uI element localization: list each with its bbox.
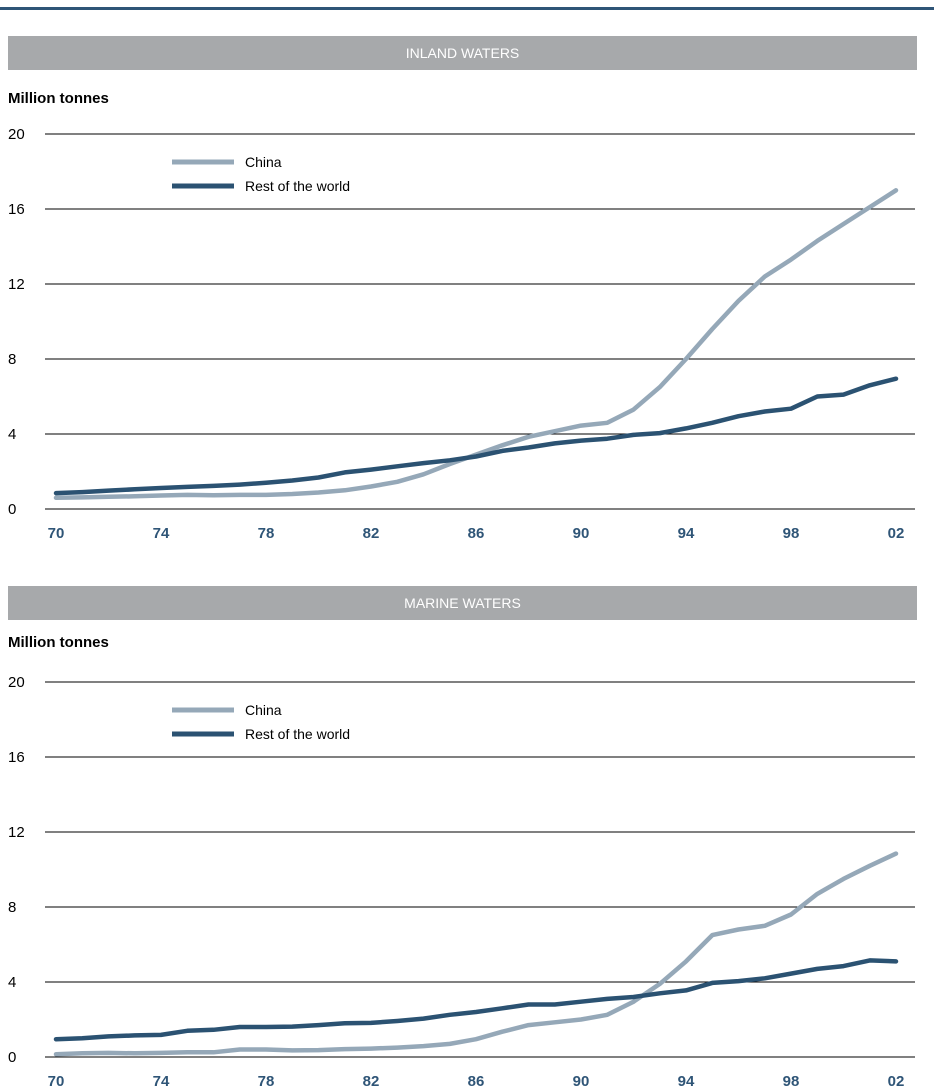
chart-title: MARINE WATERS — [404, 595, 521, 611]
legend-label: China — [245, 702, 282, 718]
marine-waters-chart: 0 4 8 12 16 20 70 74 78 82 86 90 94 98 02 China Rest of … — [8, 674, 915, 1090]
y-tick-label: 16 — [8, 201, 25, 218]
legend-label: China — [245, 154, 282, 170]
x-tick-label: 70 — [48, 1073, 65, 1090]
y-tick-label: 0 — [8, 501, 16, 518]
y-tick-label: 20 — [8, 674, 25, 691]
x-tick-label: 70 — [48, 525, 65, 542]
x-tick-label: 02 — [888, 1073, 905, 1090]
series-line-rest-of-the-world — [53, 376, 899, 496]
x-tick-label: 82 — [363, 1073, 380, 1090]
x-tick-label: 82 — [363, 525, 380, 542]
x-tick-label: 90 — [573, 525, 590, 542]
marine-waters-title-band: MARINE WATERS — [8, 586, 917, 620]
y-tick-label: 12 — [8, 276, 25, 293]
x-tick-label: 02 — [888, 525, 905, 542]
x-tick-label: 86 — [468, 525, 485, 542]
x-tick-label: 86 — [468, 1073, 485, 1090]
y-tick-label: 0 — [8, 1049, 16, 1066]
x-tick-label: 94 — [678, 525, 695, 542]
series-line-china — [53, 851, 899, 1057]
legend-label: Rest of the world — [245, 726, 350, 742]
x-tick-label: 74 — [153, 1073, 170, 1090]
x-tick-label: 90 — [573, 1073, 590, 1090]
x-tick-label: 94 — [678, 1073, 695, 1090]
y-axis-unit-label: Million tonnes — [8, 90, 109, 107]
y-tick-label: 16 — [8, 749, 25, 766]
y-tick-label: 8 — [8, 899, 16, 916]
legend-label: Rest of the world — [245, 178, 350, 194]
y-tick-label: 8 — [8, 351, 16, 368]
x-tick-label: 98 — [783, 525, 800, 542]
inland-waters-chart: 0 4 8 12 16 20 70 74 78 82 86 90 94 98 02 China Rest of … — [8, 126, 915, 542]
y-tick-label: 4 — [8, 426, 16, 443]
y-tick-label: 20 — [8, 126, 25, 143]
y-tick-label: 12 — [8, 824, 25, 841]
inland-waters-title-band: INLAND WATERS — [8, 36, 917, 70]
x-tick-label: 98 — [783, 1073, 800, 1090]
x-tick-label: 74 — [153, 525, 170, 542]
series-line-china — [53, 188, 899, 501]
y-axis-unit-label: Million tonnes — [8, 634, 109, 651]
series-line-rest-of-the-world — [53, 958, 899, 1042]
y-tick-label: 4 — [8, 974, 16, 991]
x-tick-label: 78 — [258, 525, 275, 542]
chart-title: INLAND WATERS — [405, 45, 520, 61]
top-rule — [0, 7, 934, 10]
x-tick-label: 78 — [258, 1073, 275, 1090]
